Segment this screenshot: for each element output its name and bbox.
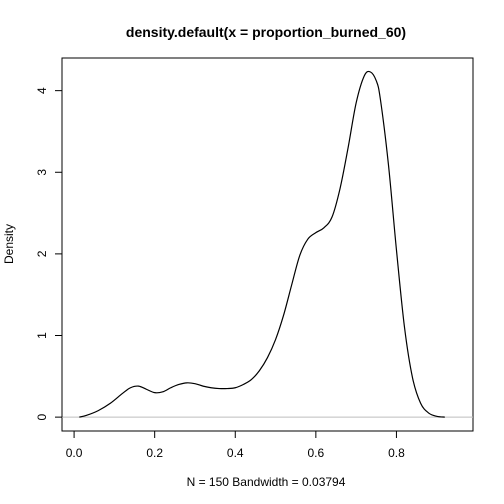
y-tick-label: 1	[35, 332, 49, 339]
y-tick-label: 3	[35, 169, 49, 176]
x-axis-label: N = 150 Bandwidth = 0.03794	[187, 475, 346, 489]
x-tick-label: 0.8	[388, 446, 405, 460]
density-curve	[79, 70, 445, 418]
x-tick-label: 0.4	[227, 446, 244, 460]
x-tick-label: 0.2	[146, 446, 163, 460]
y-tick-label: 4	[35, 87, 49, 94]
y-axis: 0 1 2 3 4	[35, 87, 63, 420]
x-axis: 0.0 0.2 0.4 0.6 0.8	[66, 430, 405, 460]
x-tick-label: 0.6	[308, 446, 325, 460]
y-tick-label: 2	[35, 250, 49, 257]
y-tick-label: 0	[35, 413, 49, 420]
chart-title: density.default(x = proportion_burned_60…	[126, 24, 406, 40]
y-axis-label: Density	[2, 224, 16, 264]
x-tick-label: 0.0	[66, 446, 83, 460]
